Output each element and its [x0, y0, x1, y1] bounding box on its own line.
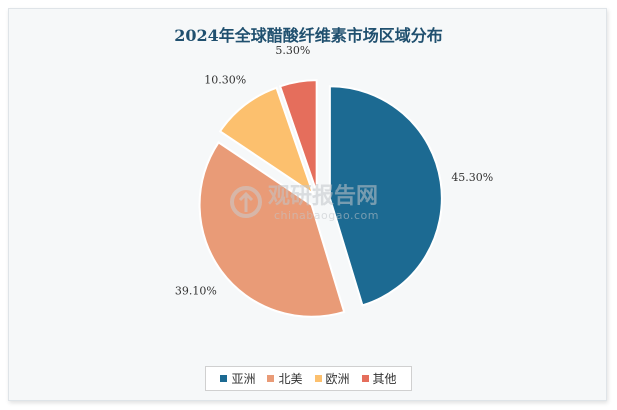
watermark-cn: 观研报告网 [268, 184, 378, 209]
watermark-logo: 观研报告网 chinabaogao.com [230, 184, 379, 222]
legend-item-other: 其他 [361, 370, 397, 387]
label-europe: 10.30% [204, 74, 246, 87]
legend: 亚洲 北美 欧洲 其他 [0, 366, 617, 391]
slice-europe [218, 86, 316, 197]
legend-swatch [361, 375, 369, 382]
legend-item-europe: 欧洲 [314, 370, 350, 387]
label-other: 5.30% [275, 44, 310, 57]
legend-label: 欧洲 [325, 372, 350, 386]
legend-label: 亚洲 [231, 372, 256, 386]
legend-item-asia: 亚洲 [220, 370, 255, 387]
slice-asia [328, 85, 443, 307]
label-asia: 45.30% [451, 171, 493, 184]
slice-north-america [198, 141, 346, 318]
slice-other [278, 79, 318, 193]
legend-label: 北美 [278, 372, 303, 386]
legend-item-north-america: 北美 [267, 370, 303, 387]
label-north-america: 39.10% [175, 284, 217, 297]
legend-swatch [220, 375, 228, 382]
legend-swatch [267, 375, 275, 382]
legend-label: 其他 [372, 372, 397, 386]
legend-swatch [314, 375, 322, 382]
chart-title: 2024年全球醋酸纤维素市场区域分布 [174, 26, 443, 45]
legend-box: 亚洲 北美 欧洲 其他 [205, 366, 412, 391]
watermark-en: chinabaogao.com [274, 209, 379, 222]
